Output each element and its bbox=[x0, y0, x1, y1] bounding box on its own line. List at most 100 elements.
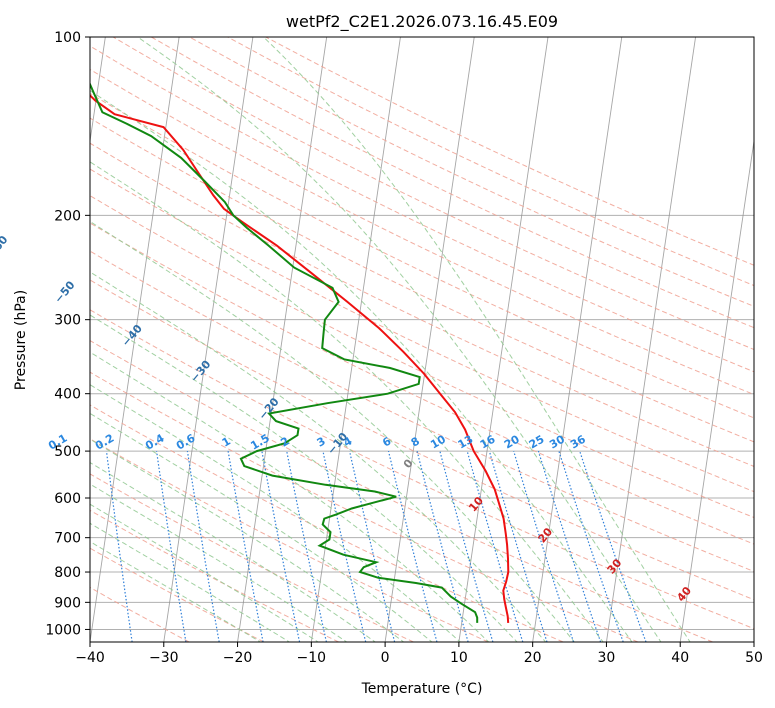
dry-adiabat-line bbox=[90, 117, 754, 443]
y-tick-label: 1000 bbox=[45, 622, 81, 638]
dry-adiabat-line bbox=[90, 142, 754, 467]
warm-isotherm-label: 20 bbox=[535, 525, 555, 545]
y-tick-label: 900 bbox=[54, 595, 81, 611]
x-tick-label: 50 bbox=[745, 650, 763, 666]
moist-adiabat-line bbox=[90, 220, 575, 642]
dry-adiabat-line bbox=[90, 438, 489, 642]
x-tick-label: −20 bbox=[223, 650, 253, 666]
x-tick-label: 20 bbox=[524, 650, 542, 666]
isotherm-label: −30 bbox=[188, 358, 214, 385]
moist-adiabat-line bbox=[90, 412, 433, 642]
isotherm-line bbox=[384, 37, 475, 642]
y-tick-label: 500 bbox=[54, 444, 81, 460]
y-tick-label: 800 bbox=[54, 565, 81, 581]
mixing-ratio-line bbox=[416, 450, 469, 642]
mixing-ratio-label: 36 bbox=[568, 432, 588, 451]
isotherm-line bbox=[90, 37, 180, 642]
y-tick-label: 600 bbox=[54, 491, 81, 507]
isotherm-label: −50 bbox=[52, 278, 78, 305]
moist-adiabat-line bbox=[90, 540, 262, 642]
mixing-ratio-line bbox=[186, 451, 220, 642]
x-tick-label: 0 bbox=[381, 650, 390, 666]
dry-adiabat-line bbox=[90, 92, 754, 419]
temperature-profile bbox=[90, 93, 510, 623]
x-tick-label: 30 bbox=[598, 650, 616, 666]
mixing-ratio-label: 2 bbox=[278, 435, 291, 450]
moist-adiabat-line bbox=[90, 503, 320, 642]
isotherm-line bbox=[679, 138, 754, 642]
dry-adiabat-line bbox=[90, 371, 639, 642]
dewpoint-profile bbox=[90, 81, 479, 623]
dry-adiabat-line bbox=[90, 309, 754, 630]
mixing-ratio-label: 20 bbox=[502, 432, 522, 451]
mixing-ratio-label: 25 bbox=[527, 433, 547, 452]
mixing-ratio-line bbox=[387, 450, 438, 642]
mixing-ratio-label: 16 bbox=[478, 432, 498, 451]
moist-adiabat-line bbox=[90, 438, 405, 642]
moist-adiabat-line bbox=[90, 314, 518, 642]
mixing-ratio-line bbox=[227, 450, 264, 642]
dry-adiabat-line bbox=[90, 68, 754, 396]
isotherm-line bbox=[90, 37, 106, 145]
mixing-ratio-line bbox=[513, 450, 575, 642]
warm-isotherm-label: 0 bbox=[401, 456, 416, 470]
x-tick-label: 10 bbox=[450, 650, 468, 666]
moist-adiabat-line bbox=[90, 89, 633, 642]
y-tick-label: 200 bbox=[54, 208, 81, 224]
dry-adiabat-line bbox=[265, 37, 754, 266]
mixing-ratio-label: 10 bbox=[428, 432, 448, 451]
dry-adiabat-line bbox=[189, 37, 754, 307]
y-tick-label: 400 bbox=[54, 387, 81, 403]
x-axis: −40 −30 −20 −10 0 10 20 30 40 50 bbox=[75, 642, 763, 666]
x-tick-label: −30 bbox=[149, 650, 179, 666]
isotherm-label: −40 bbox=[119, 322, 145, 349]
x-axis-label: Temperature (°C) bbox=[361, 681, 483, 697]
isotherm-line bbox=[458, 37, 549, 642]
y-axis: 100 200 300 400 500 600 700 800 900 1000 bbox=[45, 30, 90, 638]
x-tick-label: 40 bbox=[671, 650, 689, 666]
isotherm-label: −60 bbox=[0, 233, 11, 260]
y-axis-label: Pressure (hPa) bbox=[13, 290, 29, 390]
mixing-ratio-label: 0.4 bbox=[143, 431, 167, 452]
mixing-ratio-line bbox=[558, 450, 624, 642]
dry-adiabat-line bbox=[90, 45, 754, 373]
dry-adiabat-line bbox=[90, 250, 754, 573]
isotherm-label: −20 bbox=[256, 395, 282, 422]
mixing-ratio-label: 30 bbox=[547, 432, 567, 451]
mixing-ratio-line bbox=[349, 450, 396, 642]
dry-adiabat-line bbox=[90, 404, 564, 642]
dry-adiabat-line bbox=[112, 37, 754, 351]
plot-lines bbox=[90, 37, 754, 642]
isotherm-line bbox=[605, 37, 697, 642]
isotherm-line bbox=[163, 37, 254, 642]
dry-adiabat-line bbox=[90, 547, 265, 642]
moist-adiabat-line bbox=[90, 522, 291, 642]
mixing-ratio-label: 8 bbox=[409, 435, 422, 450]
x-tick-label: −40 bbox=[75, 650, 105, 666]
dry-adiabat-line bbox=[227, 37, 754, 287]
dry-adiabat-line bbox=[90, 195, 754, 519]
dry-adiabat-line bbox=[90, 222, 754, 545]
mixing-ratio-line bbox=[286, 450, 327, 642]
y-tick-label: 300 bbox=[54, 313, 81, 329]
y-tick-label: 100 bbox=[54, 30, 81, 46]
y-tick-label: 700 bbox=[54, 531, 81, 547]
moist-adiabat-line bbox=[90, 461, 377, 642]
isotherm-line bbox=[532, 37, 623, 642]
mixing-ratio-line bbox=[322, 450, 367, 642]
dry-adiabat-line bbox=[90, 473, 414, 642]
dry-adiabat-line bbox=[90, 339, 713, 642]
x-tick-label: −10 bbox=[297, 650, 327, 666]
warm-isotherm-label: 40 bbox=[674, 584, 694, 604]
mixing-ratio-line bbox=[537, 450, 602, 642]
mixing-ratio-line bbox=[261, 450, 301, 642]
plot-frame bbox=[89, 36, 755, 643]
moist-adiabat-line bbox=[137, 37, 662, 642]
mixing-ratio-line bbox=[466, 450, 524, 642]
chart-title: wetPf2_C2E1.2026.073.16.45.E09 bbox=[286, 12, 558, 32]
isotherm-line bbox=[237, 37, 328, 642]
dry-adiabat-line bbox=[90, 279, 754, 601]
moist-adiabat-line bbox=[90, 351, 490, 642]
mixing-ratio-label: 0.2 bbox=[93, 432, 116, 453]
